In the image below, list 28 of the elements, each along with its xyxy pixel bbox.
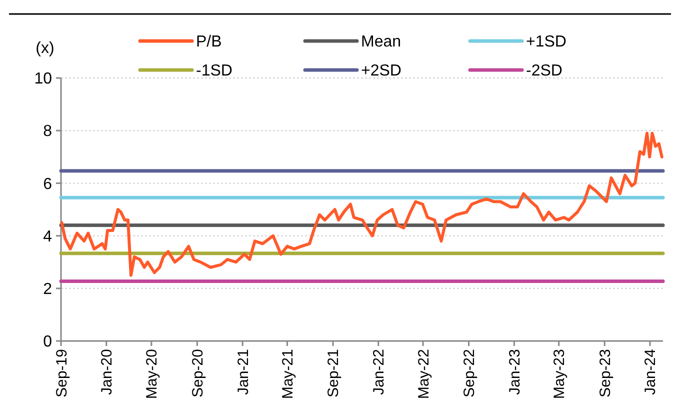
y-axis-title: (x) [36,40,54,57]
y-tick-label: 0 [43,334,52,351]
line-series [60,132,664,277]
legend-label: +2SD [361,62,402,80]
x-tick-label: Jan-21 [234,349,252,395]
y-tick-label: 4 [43,228,52,246]
x-tick-label: May-22 [415,349,432,400]
y-tick-label: 10 [34,70,52,88]
y-tick-label: 8 [43,123,52,140]
x-tick-label: May-20 [144,349,161,400]
x-tick-label: Jan-24 [642,349,660,395]
x-tick-label: May-23 [551,349,568,400]
legend-label: P/B [196,34,222,51]
x-tick-label: Jan-22 [370,349,388,395]
x-tick-label: Sep-22 [461,349,478,398]
x-tick-label: Sep-23 [596,349,614,398]
x-tick-label: Sep-21 [325,349,342,398]
legend-label: Mean [361,34,402,51]
x-tick-label: Jan-23 [506,349,524,395]
x-tick-label: Jan-20 [98,349,116,395]
y-tick-label: 2 [43,281,52,298]
legend-label: -2SD [526,62,562,80]
legend-label: +1SD [526,34,566,51]
x-tick-label: Sep-19 [53,349,70,398]
legend-label: -1SD [196,62,232,80]
x-tick-label: Sep-20 [189,349,206,398]
x-tick-label: May-21 [279,349,296,400]
y-tick-label: 6 [43,176,52,193]
